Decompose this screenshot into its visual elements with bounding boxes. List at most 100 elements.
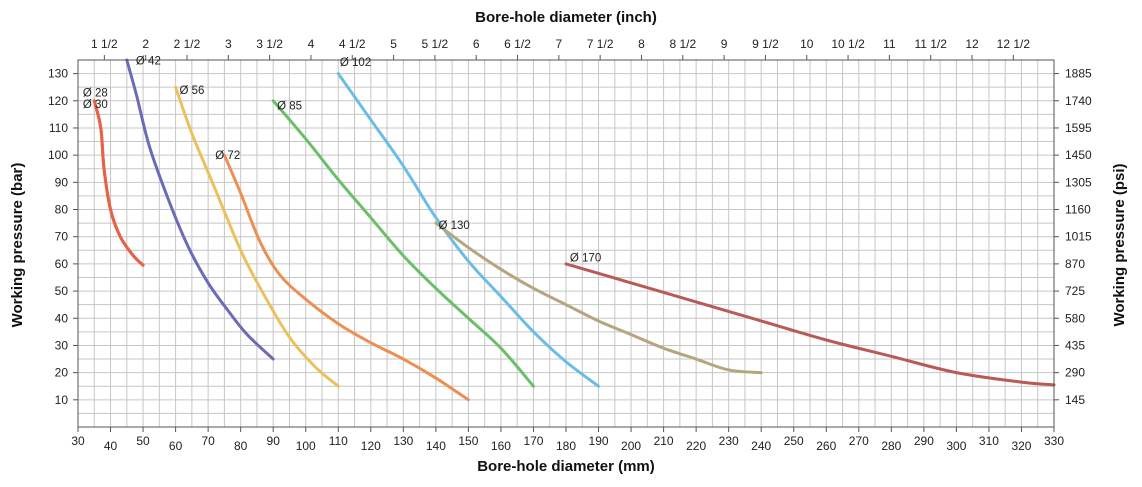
tick-layer: 30 40 50 60 70 80 90 100 110 120 130 140 150 160 170 18… (48, 37, 1092, 453)
x-tick-label: 50 (136, 434, 150, 448)
series-label-130: Ø 130 (438, 220, 469, 232)
x-axis-title: Bore-hole diameter (mm) (477, 458, 655, 475)
top-tick-label: 9 (721, 37, 728, 51)
series-line-72 (222, 153, 470, 402)
y-axis-title: Working pressure (bar) (9, 163, 26, 328)
top-tick-label: 10 1/2 (831, 37, 865, 51)
y-right-tick-label: 145 (1065, 393, 1085, 407)
x-tick-label: 120 (361, 439, 381, 453)
y-right-tick-label: 435 (1065, 338, 1085, 352)
top-tick-label: 5 1/2 (422, 37, 449, 51)
x-tick-label: 220 (686, 439, 706, 453)
top-tick-label: 11 1/2 (914, 37, 947, 51)
series-label-102: Ø 102 (340, 57, 371, 69)
x-tick-label: 250 (784, 434, 804, 448)
x-tick-label: 170 (523, 434, 543, 448)
x-tick-label: 240 (751, 439, 771, 453)
y-tick-label: 30 (55, 338, 69, 352)
top-axis-title: Bore-hole diameter (inch) (475, 9, 657, 26)
y-tick-label: 120 (48, 94, 68, 108)
y-tick-label: 110 (49, 121, 68, 135)
series-label-28: Ø 28 (83, 88, 108, 100)
series-line-30 (92, 99, 145, 267)
top-tick-label: 6 1/2 (504, 37, 531, 51)
y-axis-right-title: Working pressure (psi) (1111, 163, 1128, 326)
y-tick-label: 100 (48, 148, 68, 162)
x-tick-label: 180 (556, 439, 576, 453)
y-tick-label: 90 (55, 175, 69, 189)
grid-layer (77, 60, 1055, 427)
series-label-72: Ø 72 (215, 150, 240, 162)
top-tick-label: 7 (555, 37, 562, 51)
top-tick-label: 4 (308, 37, 315, 51)
y-tick-label: 70 (55, 230, 69, 244)
top-tick-label: 1 1/2 (91, 37, 118, 51)
series-label-85: Ø 85 (277, 100, 302, 112)
x-tick-label: 80 (234, 439, 248, 453)
x-tick-label: 90 (267, 434, 281, 448)
series-line-102 (336, 72, 601, 388)
y-right-tick-label: 1740 (1065, 94, 1092, 108)
y-tick-label: 60 (55, 257, 69, 271)
top-tick-label: 12 1/2 (997, 37, 1031, 51)
top-tick-label: 4 1/2 (339, 37, 366, 51)
y-right-tick-label: 1885 (1065, 67, 1092, 81)
series-line-42 (125, 58, 275, 361)
top-tick-label: 9 1/2 (752, 37, 779, 51)
x-tick-label: 260 (816, 439, 836, 453)
y-right-tick-label: 290 (1065, 366, 1085, 380)
x-tick-label: 330 (1044, 434, 1064, 448)
x-tick-label: 40 (104, 439, 118, 453)
top-tick-label: 6 (473, 37, 480, 51)
x-tick-label: 110 (329, 434, 348, 448)
y-right-tick-label: 1595 (1065, 121, 1092, 135)
top-tick-label: 10 (800, 37, 814, 51)
y-tick-label: 80 (55, 203, 69, 217)
x-tick-label: 320 (1011, 439, 1031, 453)
y-tick-label: 40 (55, 311, 69, 325)
x-tick-label: 270 (849, 434, 869, 448)
x-tick-label: 30 (71, 434, 85, 448)
x-tick-label: 300 (946, 439, 966, 453)
x-tick-label: 60 (169, 439, 183, 453)
y-tick-label: 130 (48, 67, 68, 81)
x-tick-label: 280 (881, 439, 901, 453)
top-tick-label: 2 1/2 (174, 37, 201, 51)
top-tick-label: 3 (225, 37, 232, 51)
y-right-tick-label: 870 (1065, 257, 1085, 271)
x-tick-label: 200 (621, 439, 641, 453)
top-tick-label: 11 (883, 37, 896, 51)
series-line-85 (271, 99, 535, 388)
series-line-130 (434, 221, 763, 375)
y-right-tick-label: 1160 (1065, 203, 1091, 217)
top-tick-label: 3 1/2 (256, 37, 283, 51)
y-right-tick-label: 1305 (1065, 175, 1092, 189)
y-tick-label: 50 (55, 284, 69, 298)
x-tick-label: 160 (491, 439, 511, 453)
y-right-tick-label: 725 (1065, 284, 1085, 298)
series-line-56 (174, 85, 340, 388)
y-right-tick-label: 1015 (1065, 230, 1092, 244)
x-tick-label: 210 (654, 434, 674, 448)
x-tick-label: 290 (914, 434, 934, 448)
y-right-tick-label: 580 (1065, 311, 1085, 325)
y-tick-label: 20 (55, 366, 69, 380)
x-tick-label: 130 (393, 434, 413, 448)
top-tick-label: 8 (638, 37, 645, 51)
x-tick-label: 140 (426, 439, 446, 453)
series-label-layer: Ø 28Ø 30 Ø 42 Ø 56 Ø 72 Ø 85 Ø 102 Ø 130 Ø 170 (83, 55, 601, 264)
series-label-42: Ø 42 (136, 55, 161, 67)
series-label-30: Ø 30 (83, 99, 108, 111)
series-label-170: Ø 170 (570, 253, 601, 265)
x-tick-label: 230 (719, 434, 739, 448)
x-tick-label: 150 (458, 434, 478, 448)
x-tick-label: 190 (589, 434, 609, 448)
y-right-tick-label: 1450 (1065, 148, 1092, 162)
x-tick-label: 70 (201, 434, 215, 448)
x-tick-label: 310 (979, 434, 999, 448)
y-tick-label: 10 (55, 393, 69, 407)
series-line-170 (564, 262, 1056, 387)
top-tick-label: 2 (142, 37, 149, 51)
